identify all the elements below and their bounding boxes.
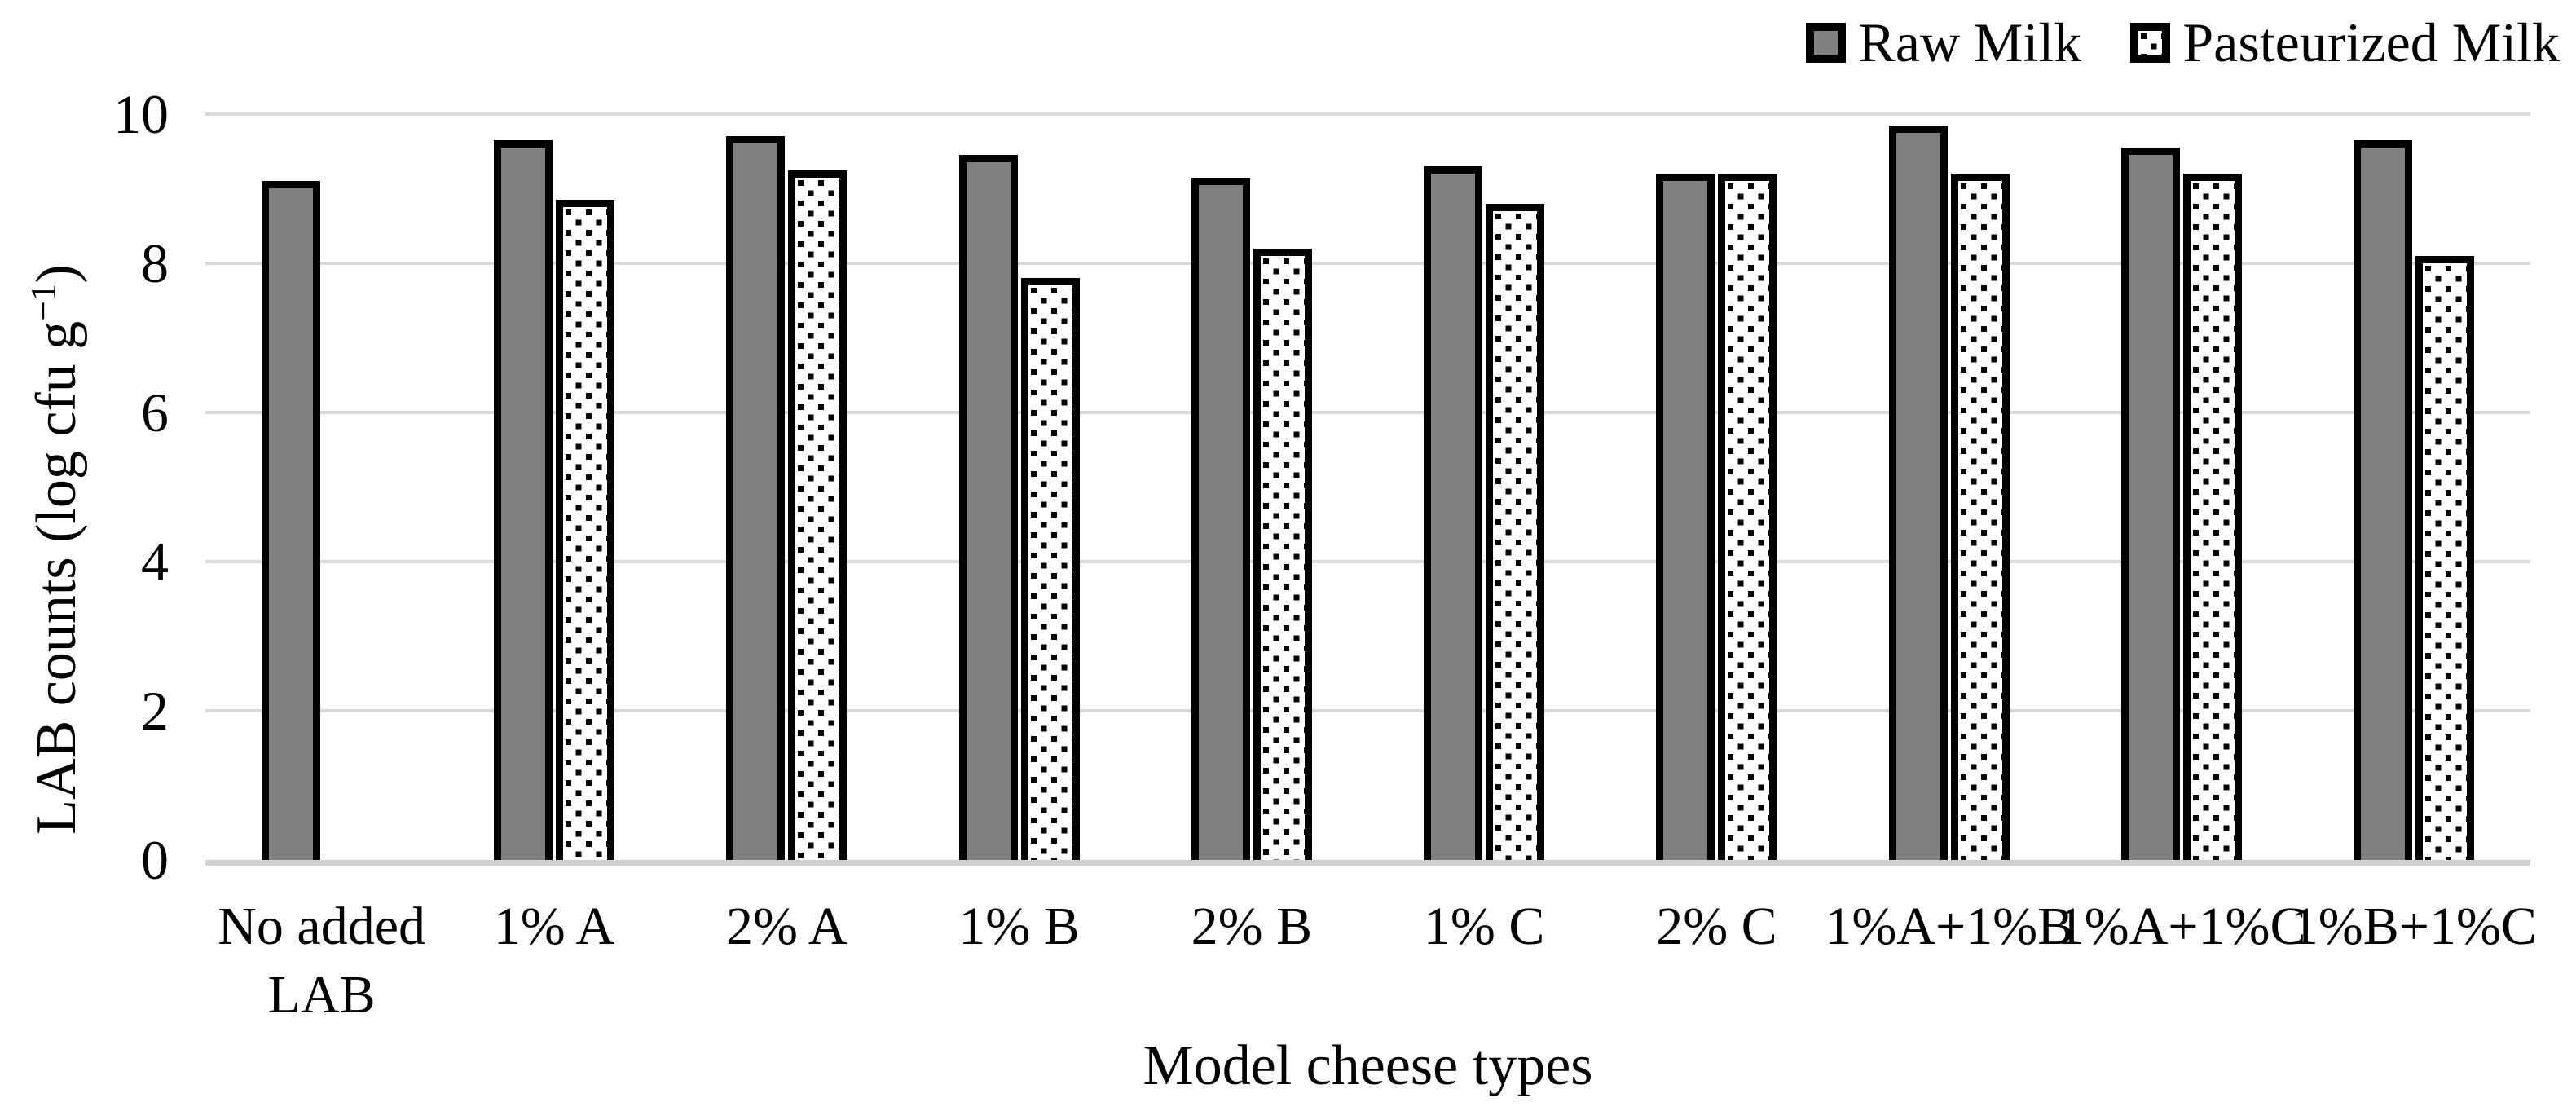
x-tick-label-no-added-lab: No added LAB [218, 897, 426, 1025]
x-tick-label-1%a+1%c: 1%A+1%C [2057, 897, 2306, 956]
y-tick-label-4: 4 [141, 531, 169, 593]
bar-pasteurized-2%-b [1253, 249, 1312, 860]
bar-pasteurized-1%b+1%c [2415, 256, 2475, 860]
x-tick-label-2%-a: 2% A [726, 897, 848, 956]
gridline-y4 [205, 560, 2530, 563]
plot-area [205, 112, 2530, 866]
pasteurized-milk-swatch-icon [2130, 22, 2171, 63]
bar-raw-1%a+1%c [2121, 148, 2181, 860]
x-tick-label-1%-a: 1% A [493, 897, 615, 956]
x-axis-title: Model cheese types [1143, 1034, 1593, 1097]
x-tick-label-1%-c: 1% C [1423, 897, 1545, 956]
gridline-y6 [205, 411, 2530, 414]
bar-pasteurized-1%a+1%b [1950, 174, 2010, 860]
x-tick-label-1%b+1%c: 1%B+1%C [2291, 897, 2537, 956]
x-tick-label-1%a+1%b: 1%A+1%B [1825, 897, 2074, 956]
bar-pasteurized-1%-c [1486, 204, 1545, 860]
legend-label-pasteurized-milk: Pasteurized Milk [2182, 11, 2560, 73]
bar-pasteurized-2%-a [788, 170, 848, 860]
bar-pasteurized-1%-b [1020, 278, 1080, 860]
y-tick-label-10: 10 [113, 83, 169, 145]
legend: Raw Milk Pasteurized Milk [1806, 14, 2560, 71]
y-tick-label-6: 6 [141, 381, 169, 443]
bar-pasteurized-2%-c [1718, 174, 1777, 860]
bar-raw-2%-b [1191, 178, 1250, 860]
bar-raw-1%-b [958, 155, 1018, 860]
gridline-y8 [205, 262, 2530, 265]
bar-raw-1%a+1%b [1888, 126, 1948, 860]
bar-raw-no-added-lab [261, 181, 320, 860]
x-tick-label-2%-b: 2% B [1191, 897, 1313, 956]
bar-pasteurized-1%a+1%c [2183, 174, 2243, 860]
gridline-y2 [205, 709, 2530, 712]
legend-item-raw-milk: Raw Milk [1806, 14, 2081, 71]
raw-milk-swatch-icon [1806, 22, 1847, 63]
legend-label-raw-milk: Raw Milk [1858, 11, 2082, 73]
x-tick-label-1%-b: 1% B [958, 897, 1080, 956]
bar-raw-2%-a [726, 136, 786, 860]
bar-raw-1%-c [1424, 166, 1483, 860]
y-tick-label-2: 2 [141, 680, 169, 742]
legend-item-pasteurized-milk: Pasteurized Milk [2130, 14, 2560, 71]
gridline-y10 [205, 112, 2530, 116]
bar-raw-1%-a [493, 140, 553, 860]
bar-raw-1%b+1%c [2354, 140, 2413, 860]
x-axis-line [205, 860, 2530, 866]
bar-raw-2%-c [1656, 174, 1715, 860]
y-tick-label-8: 8 [141, 232, 169, 294]
bar-pasteurized-1%-a [555, 200, 614, 860]
x-tick-label-2%-c: 2% C [1656, 897, 1777, 956]
y-tick-label-0: 0 [141, 829, 169, 891]
